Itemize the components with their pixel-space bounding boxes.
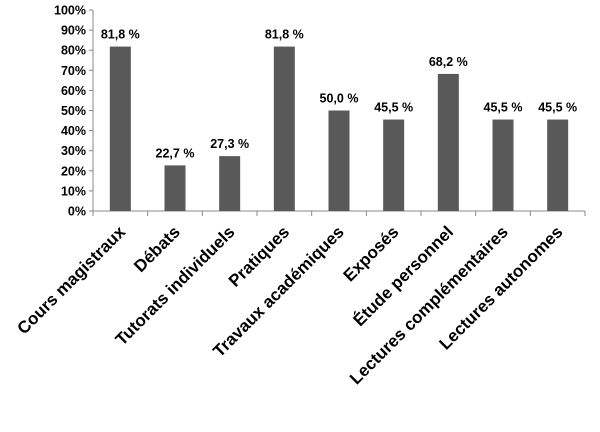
bar (492, 119, 514, 211)
y-tick-label: 0% (68, 205, 86, 219)
bar (273, 46, 295, 211)
data-label: 81,8 % (265, 28, 304, 42)
bar (383, 119, 405, 211)
data-label: 45,5 % (374, 101, 413, 115)
y-tick-label: 30% (61, 144, 86, 158)
category-label: Débats (130, 222, 184, 276)
bar (219, 156, 241, 211)
data-labels: 81,8 % 22,7 % 27,3 % 81,8 % 50,0 % 45,5 % 68,2… (101, 28, 577, 161)
y-tick-label: 80% (61, 44, 86, 58)
bar (109, 46, 131, 211)
data-label: 27,3 % (210, 137, 249, 151)
y-tick-label: 20% (61, 164, 86, 178)
bar (328, 110, 350, 211)
y-tick-label: 60% (61, 84, 86, 98)
bar (547, 119, 569, 211)
x-axis (92, 210, 586, 216)
data-label: 68,2 % (429, 55, 468, 69)
y-axis: 0% 10% 20% 30% 40% 50% 60% 70% 80% 90% 100% (54, 4, 94, 219)
data-label: 81,8 % (101, 28, 140, 42)
y-tick-label: 90% (61, 24, 86, 38)
category-label: Étude personnel (350, 222, 458, 330)
data-label: 45,5 % (538, 101, 577, 115)
bars (109, 46, 569, 211)
y-tick-label: 50% (61, 104, 86, 118)
data-label: 45,5 % (484, 101, 523, 115)
data-label: 50,0 % (320, 92, 359, 106)
y-tick-label: 70% (61, 64, 86, 78)
y-tick-label: 10% (61, 184, 86, 198)
bar (437, 73, 459, 211)
y-tick-label: 100% (54, 4, 86, 18)
category-label: Cours magistraux (14, 222, 130, 338)
y-tick-label: 40% (61, 124, 86, 138)
bar (164, 165, 186, 211)
data-label: 22,7 % (156, 146, 195, 160)
